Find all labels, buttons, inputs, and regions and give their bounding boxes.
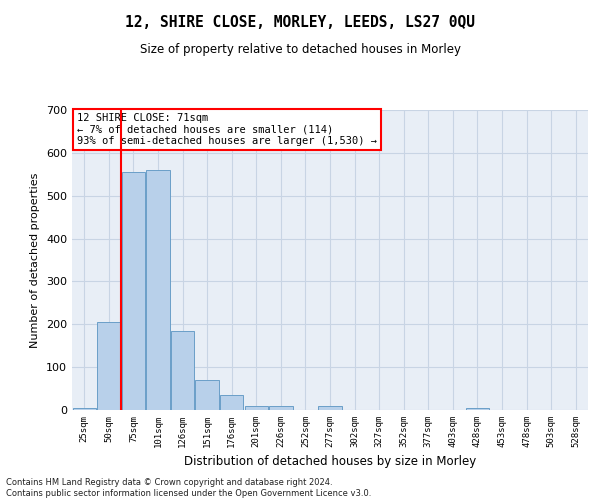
X-axis label: Distribution of detached houses by size in Morley: Distribution of detached houses by size …	[184, 456, 476, 468]
Bar	[122, 172, 145, 410]
Bar	[245, 406, 268, 410]
Bar	[146, 170, 170, 410]
Bar	[269, 406, 293, 410]
Text: 12, SHIRE CLOSE, MORLEY, LEEDS, LS27 0QU: 12, SHIRE CLOSE, MORLEY, LEEDS, LS27 0QU	[125, 15, 475, 30]
Bar	[97, 322, 121, 410]
Bar	[171, 330, 194, 410]
Bar	[73, 408, 96, 410]
Bar	[466, 408, 489, 410]
Y-axis label: Number of detached properties: Number of detached properties	[31, 172, 40, 348]
Text: Contains HM Land Registry data © Crown copyright and database right 2024.
Contai: Contains HM Land Registry data © Crown c…	[6, 478, 371, 498]
Bar	[319, 406, 341, 410]
Bar	[220, 395, 244, 410]
Bar	[196, 380, 219, 410]
Text: Size of property relative to detached houses in Morley: Size of property relative to detached ho…	[139, 42, 461, 56]
Text: 12 SHIRE CLOSE: 71sqm
← 7% of detached houses are smaller (114)
93% of semi-deta: 12 SHIRE CLOSE: 71sqm ← 7% of detached h…	[77, 113, 377, 146]
